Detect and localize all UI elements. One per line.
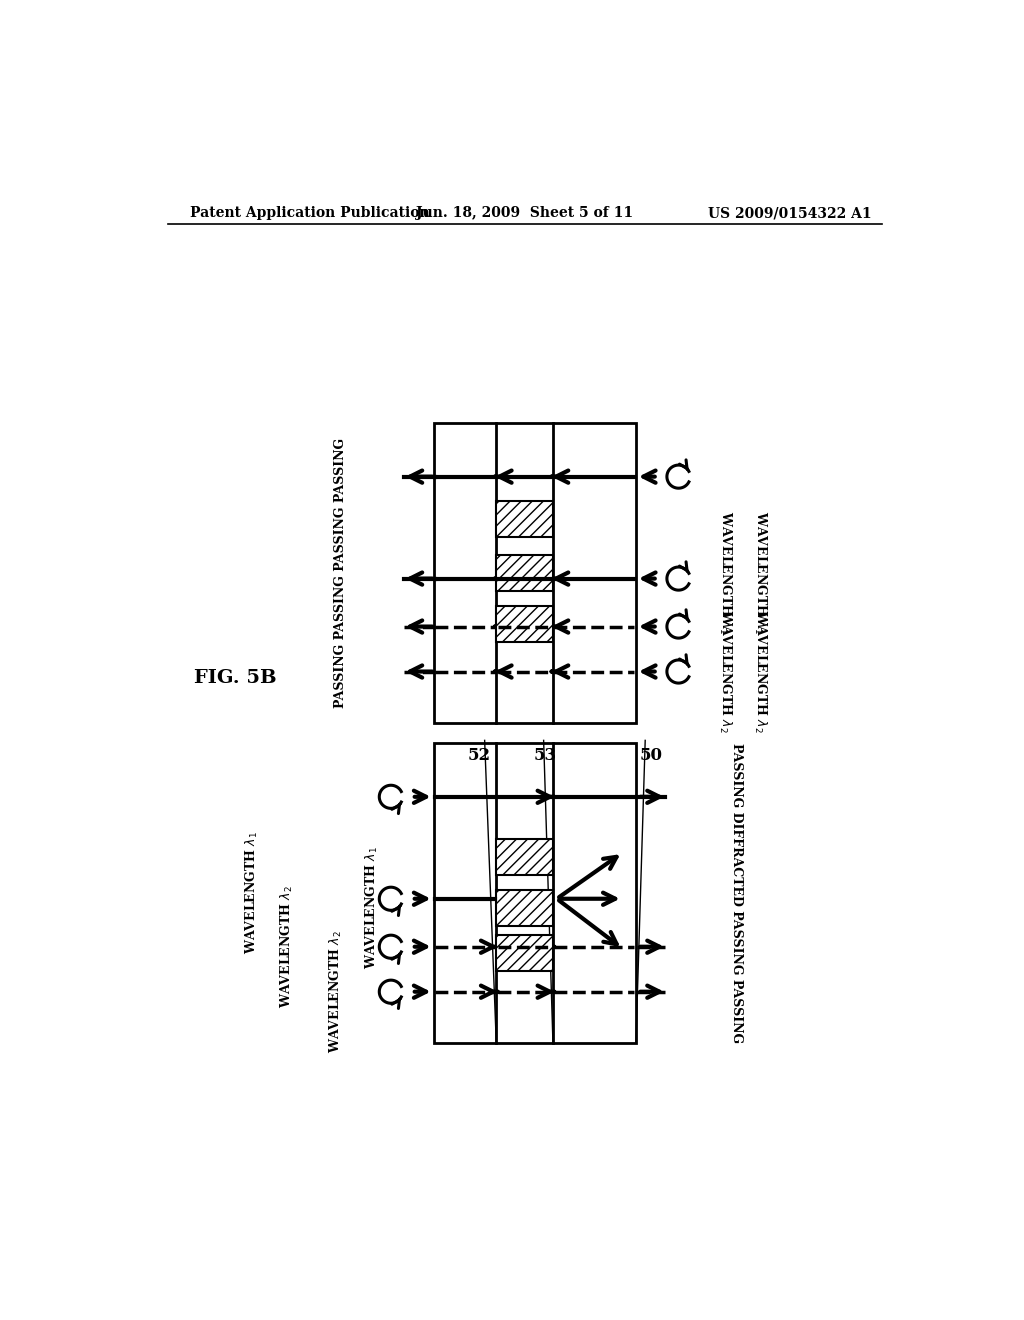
- Text: WAVELENGTH $\lambda_2$: WAVELENGTH $\lambda_2$: [752, 610, 768, 733]
- Text: Patent Application Publication: Patent Application Publication: [190, 206, 430, 220]
- Bar: [433, 743, 636, 1043]
- Bar: [433, 422, 636, 722]
- Text: WAVELENGTH $\lambda_2$: WAVELENGTH $\lambda_2$: [279, 886, 295, 1008]
- Bar: [497, 890, 553, 925]
- Text: 53: 53: [534, 747, 557, 763]
- Text: Jun. 18, 2009  Sheet 5 of 11: Jun. 18, 2009 Sheet 5 of 11: [416, 206, 634, 220]
- Bar: [497, 554, 553, 590]
- Text: WAVELENGTH $\lambda_2$: WAVELENGTH $\lambda_2$: [717, 610, 733, 733]
- Bar: [497, 500, 553, 537]
- Bar: [497, 935, 553, 970]
- Text: PASSING DIFFRACTED PASSING PASSING: PASSING DIFFRACTED PASSING PASSING: [730, 743, 743, 1043]
- Text: WAVELENGTH $\lambda_1$: WAVELENGTH $\lambda_1$: [244, 832, 260, 954]
- Text: WAVELENGTH $\lambda_1$: WAVELENGTH $\lambda_1$: [752, 511, 768, 634]
- Text: 52: 52: [468, 747, 490, 763]
- Text: WAVELENGTH $\lambda_2$: WAVELENGTH $\lambda_2$: [328, 931, 344, 1053]
- Text: WAVELENGTH $\lambda_1$: WAVELENGTH $\lambda_1$: [365, 846, 380, 969]
- Bar: [497, 606, 553, 642]
- Text: 50: 50: [640, 747, 663, 763]
- Text: WAVELENGTH $\lambda_1$: WAVELENGTH $\lambda_1$: [717, 511, 733, 634]
- Text: FIG. 5B: FIG. 5B: [194, 668, 276, 686]
- Text: PASSING PASSING PASSING PASSING: PASSING PASSING PASSING PASSING: [334, 437, 347, 708]
- Bar: [497, 838, 553, 875]
- Text: US 2009/0154322 A1: US 2009/0154322 A1: [709, 206, 872, 220]
